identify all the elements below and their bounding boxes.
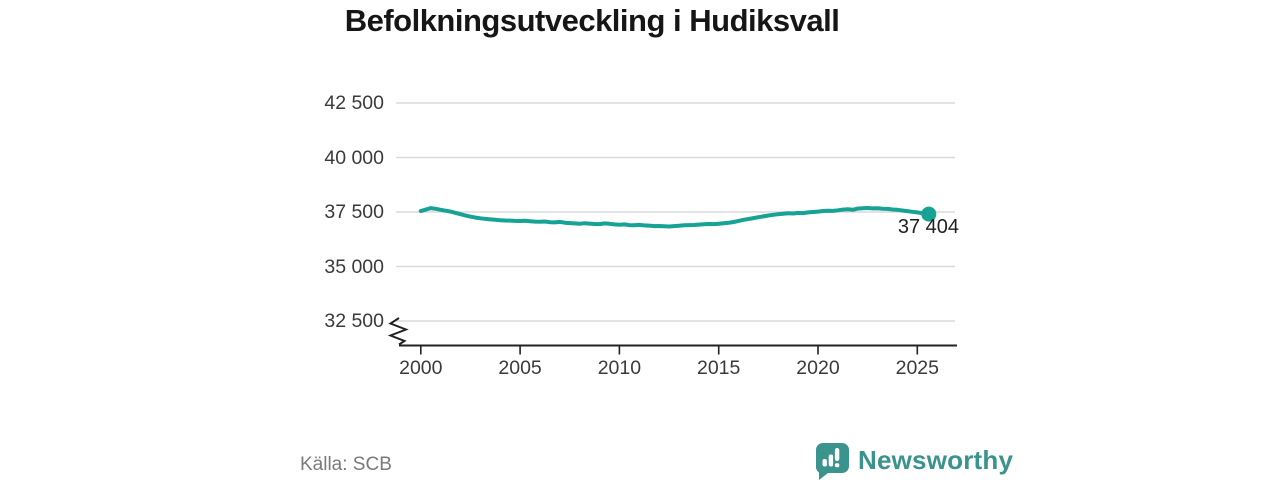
y-tick-label: 35 000 bbox=[324, 255, 384, 278]
page-title: Befolkningsutveckling i Hudiksvall bbox=[344, 3, 840, 38]
x-tick-label: 2025 bbox=[895, 357, 939, 379]
x-tick-label: 2020 bbox=[796, 357, 840, 379]
axis-break-zigzag bbox=[387, 317, 409, 346]
y-tick-label: 42 500 bbox=[324, 92, 384, 114]
source-label: Källa: SCB bbox=[300, 454, 392, 475]
x-tick-label: 2000 bbox=[399, 357, 443, 379]
population-series-line bbox=[418, 206, 931, 229]
x-tick-label: 2005 bbox=[498, 357, 542, 379]
x-tick-label: 2015 bbox=[696, 357, 741, 379]
last-value-label: 37 404 bbox=[897, 216, 959, 238]
x-tick-label: 2010 bbox=[597, 357, 642, 379]
last-point-marker bbox=[921, 206, 937, 222]
brand-name: Newsworthy bbox=[858, 444, 1014, 475]
newsworthy-bubble-chart-icon bbox=[815, 443, 849, 480]
y-tick-label: 40 000 bbox=[324, 146, 384, 169]
newsworthy-logo: Newsworthy bbox=[812, 440, 1013, 480]
y-tick-label: 37 500 bbox=[324, 201, 384, 223]
y-tick-label: 32 500 bbox=[324, 310, 384, 332]
